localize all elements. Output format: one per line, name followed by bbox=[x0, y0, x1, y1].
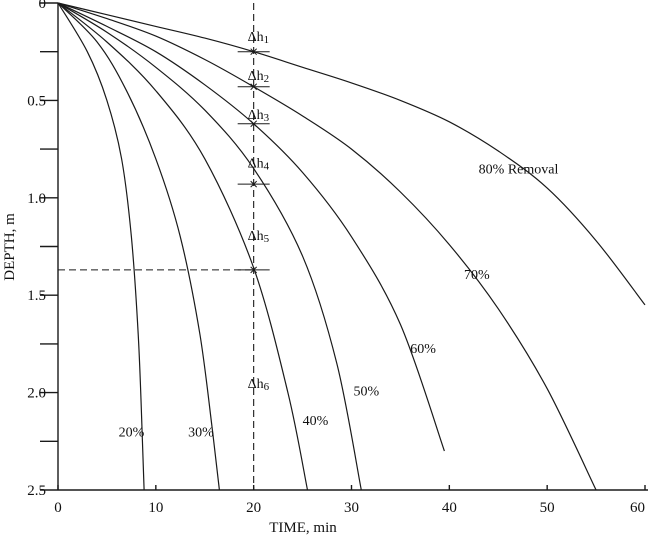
series-label: 20% bbox=[119, 426, 145, 441]
y-tick-label: 2.5 bbox=[27, 483, 46, 499]
series-line-70 bbox=[57, 2, 597, 491]
x-axis-label: TIME, min bbox=[269, 520, 337, 535]
series-line-40 bbox=[57, 2, 309, 491]
series-line-50 bbox=[57, 2, 362, 491]
y-tick-label: 0 bbox=[39, 0, 47, 12]
delta-h-annotation: Δh5 bbox=[248, 229, 270, 245]
intersection-cross bbox=[250, 266, 258, 274]
series-label: 80% Removal bbox=[479, 163, 559, 178]
intersection-cross bbox=[250, 83, 258, 91]
y-axis-label: DEPTH, m bbox=[2, 213, 18, 281]
x-tick-label: 30 bbox=[344, 500, 359, 516]
x-tick-label: 10 bbox=[148, 500, 163, 516]
axes: 0 0.5 1.0 1.5 2.0 2.5 0 10 20 30 40 50 60 bbox=[27, 0, 648, 516]
delta-h-annotation: Δh1 bbox=[248, 30, 270, 46]
series-lines bbox=[57, 2, 646, 491]
series-line-20 bbox=[57, 2, 145, 491]
x-tick-label: 0 bbox=[54, 500, 62, 516]
intersection-cross bbox=[250, 180, 258, 188]
delta-h-annotation: Δh4 bbox=[248, 157, 270, 173]
x-tick-label: 20 bbox=[246, 500, 261, 516]
series-line-30 bbox=[57, 2, 220, 491]
series-line-60 bbox=[57, 2, 445, 452]
series-label: 30% bbox=[188, 426, 214, 441]
chart-labels: Δh1 Δh2 Δh3 Δh4 Δh5 Δh6 20% 30% 40% 50% 60% 70% 80% … bbox=[119, 30, 559, 440]
reference-lines bbox=[58, 3, 255, 490]
series-label: 70% bbox=[464, 268, 490, 283]
y-tick-label: 1.5 bbox=[27, 288, 46, 304]
x-tick-label: 50 bbox=[540, 500, 555, 516]
y-tick-label: 0.5 bbox=[27, 93, 46, 109]
delta-h-annotation: Δh3 bbox=[248, 108, 270, 124]
intersection-marks bbox=[237, 48, 270, 274]
series-label: 40% bbox=[303, 414, 329, 429]
y-tick-label: 2.0 bbox=[27, 386, 46, 402]
series-label: 50% bbox=[353, 385, 379, 400]
x-tick-label: 40 bbox=[442, 500, 457, 516]
intersection-cross bbox=[250, 120, 258, 128]
delta-h-annotation: Δh2 bbox=[248, 69, 270, 85]
delta-h-annotation: Δh6 bbox=[248, 377, 270, 393]
y-tick-label: 1.0 bbox=[27, 191, 46, 207]
series-line-80-removal bbox=[57, 2, 646, 306]
intersection-cross bbox=[250, 48, 258, 56]
x-tick-label: 60 bbox=[630, 500, 645, 516]
series-label: 60% bbox=[410, 342, 436, 357]
